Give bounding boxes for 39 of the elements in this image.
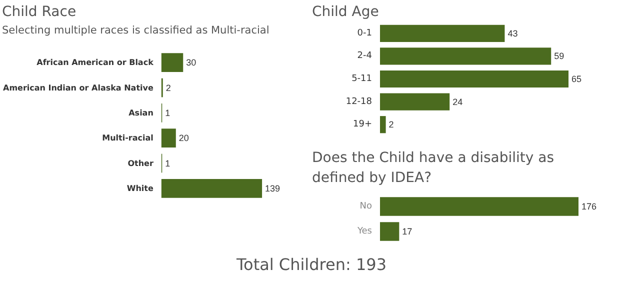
data-label: 2 <box>166 82 171 93</box>
bar <box>380 93 450 110</box>
data-label: 2 <box>388 120 394 130</box>
y-tick-label: African American or Black <box>36 58 154 68</box>
y-tick-label: American Indian or Alaska Native <box>3 83 154 92</box>
chart-subtitle: Selecting multiple races is classified as Multi-racial <box>2 24 270 36</box>
text: Total Children: 193 <box>235 255 388 274</box>
y-tick-label: 2-4 <box>357 51 372 62</box>
y-tick-label: No <box>360 202 372 212</box>
y-tick-label: Asian <box>128 108 154 118</box>
data-label: 20 <box>178 133 189 144</box>
bar <box>161 178 262 198</box>
y-tick-label: 5-11 <box>352 74 372 84</box>
data-label: 176 <box>581 202 597 212</box>
bar <box>380 24 505 42</box>
data-label: 17 <box>402 226 412 236</box>
y-tick-label: 19+ <box>353 120 372 130</box>
y-tick-label: 12-18 <box>346 96 372 107</box>
y-tick-label: Other <box>128 158 154 168</box>
y-tick-label: Multi-racial <box>102 134 154 143</box>
data-label: 24 <box>452 96 463 107</box>
y-tick-label: White <box>126 184 154 193</box>
bar <box>380 48 552 65</box>
data-label: 1 <box>165 158 170 168</box>
bar <box>380 70 568 88</box>
data-label: 43 <box>508 28 518 38</box>
bar <box>380 116 386 134</box>
data-label: 139 <box>265 183 280 194</box>
bar <box>161 53 184 72</box>
chart-title: Does the Child have a disability as defined by IDEA? <box>312 150 558 186</box>
data-label: 65 <box>572 74 582 84</box>
y-tick-label: 0-1 <box>357 28 372 38</box>
bar <box>161 128 176 148</box>
data-label: 59 <box>554 51 564 62</box>
data-label: 30 <box>186 58 196 68</box>
y-tick-label: Yes <box>356 226 372 236</box>
data-label: 1 <box>165 108 170 118</box>
chart-title: Child Age <box>312 4 379 20</box>
text: Child Race <box>2 4 76 20</box>
